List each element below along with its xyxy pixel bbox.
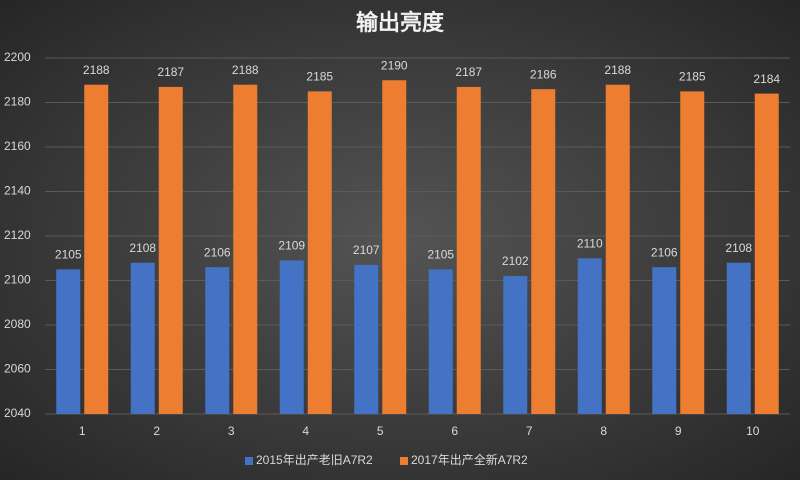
bar [577, 258, 602, 414]
data-label: 2187 [455, 65, 482, 79]
legend-label: 2017年出产全新A7R2 [411, 452, 528, 467]
y-tick-label: 2040 [4, 406, 31, 420]
data-label: 2106 [204, 245, 231, 259]
data-label: 2186 [530, 67, 557, 81]
bar [456, 86, 481, 415]
y-tick-label: 2140 [4, 184, 31, 198]
data-label: 2188 [232, 63, 259, 77]
y-tick-label: 2180 [4, 95, 31, 109]
data-label: 2187 [157, 65, 184, 79]
data-label: 2105 [427, 248, 454, 262]
legend-swatch [245, 457, 253, 465]
y-tick-label: 2200 [4, 50, 31, 64]
bar [56, 269, 81, 414]
data-label: 2105 [55, 248, 82, 262]
bar [158, 86, 183, 415]
x-tick-label: 3 [228, 424, 235, 438]
bar [307, 91, 332, 414]
bar [680, 91, 705, 414]
bar [652, 267, 677, 414]
bar [428, 269, 453, 414]
data-label: 2107 [353, 243, 380, 257]
bar [605, 84, 630, 414]
y-tick-label: 2060 [4, 362, 31, 376]
y-tick-label: 2160 [4, 139, 31, 153]
data-label: 2188 [604, 63, 631, 77]
x-tick-label: 4 [302, 424, 309, 438]
bar [233, 84, 258, 414]
legend-label: 2015年出产老旧A7R2 [256, 453, 373, 467]
data-label: 2185 [679, 70, 706, 84]
x-tick-label: 9 [675, 424, 682, 438]
x-tick-label: 5 [377, 424, 384, 438]
y-tick-label: 2080 [4, 317, 31, 331]
data-label: 2110 [577, 236, 603, 250]
chart-title: 输出亮度 [356, 10, 445, 35]
data-label: 2185 [306, 70, 333, 84]
bar [382, 80, 407, 414]
bar [279, 260, 304, 414]
data-label: 2184 [753, 72, 780, 86]
bar [205, 267, 230, 414]
bar [84, 84, 109, 414]
data-label: 2102 [502, 254, 529, 268]
x-tick-label: 6 [451, 424, 458, 438]
bar [354, 264, 379, 414]
data-label: 2109 [278, 239, 305, 253]
bar [130, 262, 155, 414]
x-tick-label: 7 [526, 424, 533, 438]
y-tick-label: 2100 [4, 273, 31, 287]
bar [754, 93, 779, 414]
bar [503, 276, 528, 414]
x-tick-label: 8 [600, 424, 607, 438]
data-label: 2188 [83, 63, 110, 77]
data-label: 2108 [129, 241, 156, 255]
data-label: 2190 [381, 58, 408, 72]
legend-swatch [400, 457, 408, 465]
data-label: 2106 [651, 245, 678, 259]
bar [726, 262, 751, 414]
y-tick-label: 2120 [4, 228, 31, 242]
x-tick-label: 10 [746, 424, 760, 438]
x-tick-label: 1 [79, 424, 86, 438]
bar [531, 89, 556, 415]
x-tick-label: 2 [153, 424, 160, 438]
data-label: 2108 [725, 241, 752, 255]
